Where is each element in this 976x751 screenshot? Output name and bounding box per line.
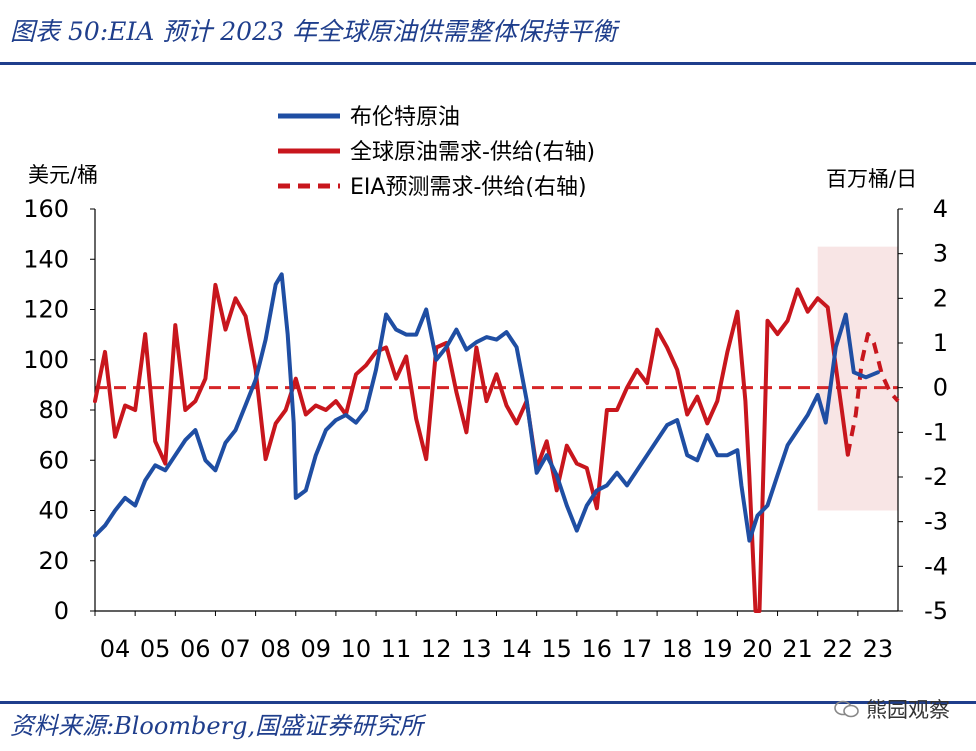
left-tick-label: 60 [38,446,69,474]
eia-forecast-line [845,332,900,456]
x-tick-label: 10 [341,635,372,663]
right-tick-label: 3 [933,240,948,268]
watermark-text: 熊园观察 [866,698,950,722]
left-tick-label: 40 [38,497,69,525]
legend-label: 布伦特原油 [350,105,460,130]
x-tick-label: 13 [461,635,492,663]
x-tick-label: 18 [662,635,693,663]
global-balance-line [93,282,850,613]
right-tick-label: 0 [933,374,948,402]
right-tick-label: -2 [924,463,948,491]
source-note: 资料来源:Bloomberg,国盛证券研究所 [10,712,424,740]
left-tick-label: 160 [23,195,69,223]
x-tick-label: 11 [381,635,412,663]
page-title: 图表 50:EIA 预计 2023 年全球原油供需整体保持平衡 [10,17,617,46]
right-tick-label: -3 [924,508,948,536]
x-tick-label: 06 [180,635,211,663]
legend-label: 全球原油需求-供给(右轴) [350,140,595,165]
title-divider [0,62,976,65]
left-tick-label: 80 [38,396,69,424]
x-tick-label: 19 [702,635,733,663]
right-tick-label: 2 [933,284,948,312]
x-tick-label: 05 [140,635,171,663]
footer-divider [0,701,976,704]
x-tick-label: 21 [782,635,813,663]
x-tick-label: 14 [501,635,532,663]
left-tick-label: 100 [23,346,69,374]
right-tick-label: 1 [933,329,948,357]
brent-price-line [93,272,880,543]
x-tick-label: 23 [863,635,894,663]
x-tick-label: 04 [100,635,131,663]
right-tick-label: -5 [924,597,948,625]
x-tick-label: 08 [260,635,291,663]
x-tick-label: 07 [220,635,251,663]
right-tick-label: -1 [924,418,948,446]
left-tick-label: 140 [23,245,69,273]
x-tick-label: 15 [541,635,572,663]
x-tick-label: 16 [582,635,613,663]
right-tick-label: 4 [933,195,948,223]
left-tick-label: 120 [23,296,69,324]
x-tick-label: 22 [822,635,853,663]
right-axis-unit: 百万桶/日 [826,167,917,191]
watermark: 熊园观察 [834,694,950,724]
right-tick-label: -4 [924,552,948,580]
left-tick-label: 0 [54,597,69,625]
x-tick-label: 17 [622,635,653,663]
left-axis-unit: 美元/桶 [28,163,98,187]
x-tick-label: 20 [742,635,773,663]
legend-label: EIA预测需求-供给(右轴) [350,175,587,200]
x-tick-label: 12 [421,635,452,663]
wechat-icon [834,700,859,718]
x-tick-label: 09 [300,635,331,663]
left-tick-label: 20 [38,547,69,575]
